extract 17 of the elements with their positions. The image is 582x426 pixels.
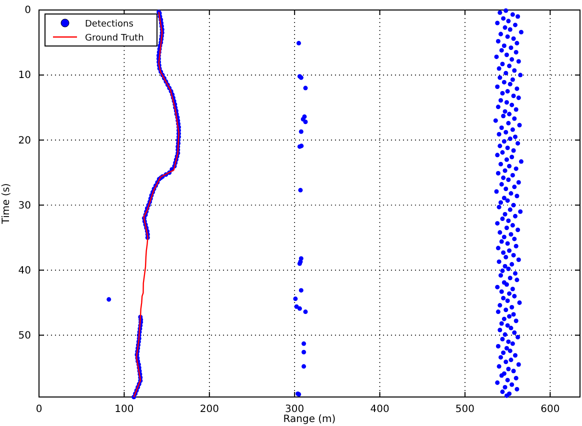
y-tick-label: 30 <box>18 200 31 212</box>
x-tick-label: 100 <box>114 404 134 416</box>
y-tick-label: 50 <box>18 330 31 342</box>
x-tick-label: 600 <box>540 404 560 416</box>
x-tick-label: 500 <box>455 404 475 416</box>
y-axis-title: Time (s) <box>1 183 12 225</box>
x-tick-label: 400 <box>370 404 390 416</box>
y-tick-label: 10 <box>18 70 31 82</box>
x-tick-label: 300 <box>285 404 304 416</box>
x-tick-label: 200 <box>200 404 219 416</box>
x-tick-label: 0 <box>36 404 42 416</box>
y-tick-label: 20 <box>18 135 31 146</box>
legend-label: Ground Truth <box>85 34 144 44</box>
y-tick-label: 40 <box>18 265 31 276</box>
legend-label: Detections <box>85 20 134 30</box>
y-tick-label: 0 <box>24 5 31 16</box>
x-axis-title: Range (m) <box>283 414 336 425</box>
